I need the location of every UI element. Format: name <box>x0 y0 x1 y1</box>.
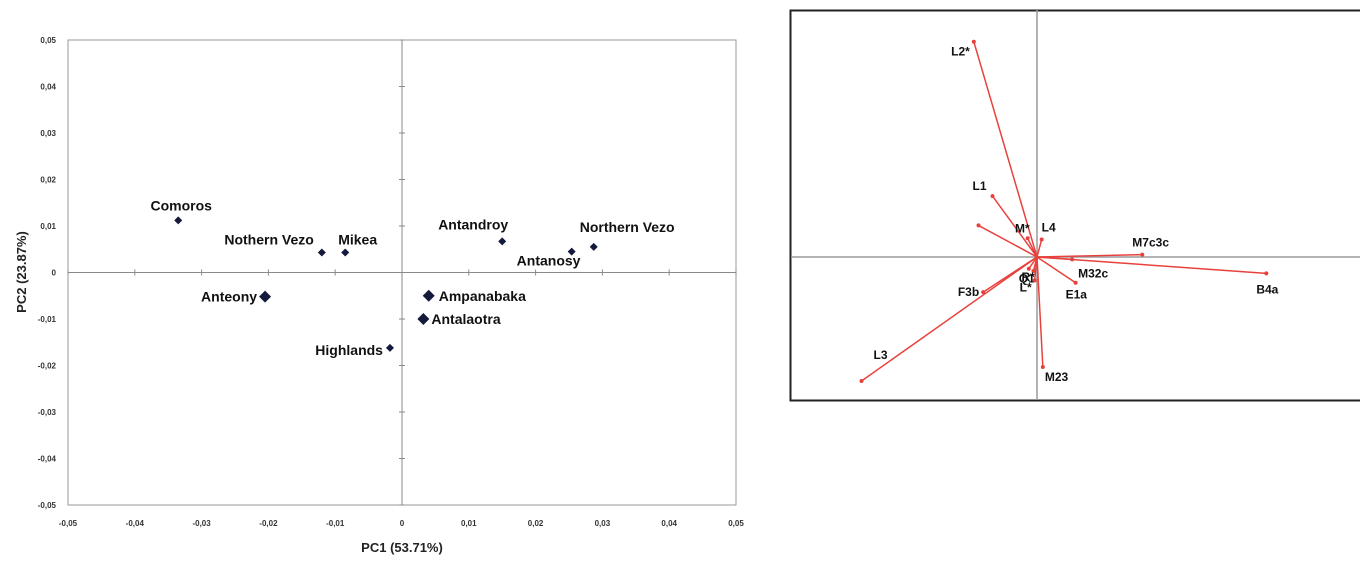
data-point-marker <box>417 313 430 325</box>
x-tick-label: -0,04 <box>126 519 145 528</box>
data-point-label: Antandroy <box>438 216 508 232</box>
vector-label: M23 <box>1045 370 1069 384</box>
data-point-marker <box>567 247 576 256</box>
data-point-label: Antanosy <box>517 253 581 269</box>
biplot-frame <box>789 9 1360 402</box>
loading-vector <box>1036 239 1043 258</box>
loading-vector <box>1028 256 1038 270</box>
data-point-marker <box>498 237 507 246</box>
vector-endpoint <box>1070 257 1075 262</box>
loading-vectors: L2* L1 M* L4 M7c3c B4a M32c E1a Q1R*L* F3b L3 M23 <box>859 39 1279 384</box>
loading-vector <box>1036 253 1143 258</box>
vector-label: F3b <box>958 285 979 299</box>
data-point-label: Nothern Vezo <box>224 232 313 248</box>
data-point-marker <box>422 289 435 302</box>
y-tick-label: -0,01 <box>38 315 57 324</box>
x-tick-label: 0,01 <box>461 519 477 528</box>
loading-vector <box>1036 256 1044 368</box>
y-tick-label: -0,02 <box>38 362 57 371</box>
y-tick-label: -0,03 <box>38 408 57 417</box>
vector-label: Q1 <box>1019 272 1035 286</box>
y-tick-label: -0,04 <box>38 455 57 464</box>
y-tick-label: 0,01 <box>40 222 56 231</box>
y-tick-label: 0,02 <box>40 176 56 185</box>
data-point-marker <box>317 248 326 257</box>
vector-endpoint <box>990 194 995 199</box>
vector-endpoint <box>1040 364 1045 369</box>
y-tick-label: 0,05 <box>40 36 56 45</box>
pca-scatter-chart: -0,05 -0,04 -0,03 -0,02 -0,01 0 0,01 0,02 0,03 0,… <box>14 36 745 555</box>
data-points: Comoros Nothern Vezo Mikea Antandroy Norther… <box>150 197 674 357</box>
vector-endpoint <box>976 223 981 228</box>
x-tick-label: 0 <box>400 519 405 528</box>
loading-vector <box>973 41 1038 258</box>
vector-label: E1a <box>1066 288 1088 302</box>
x-tick-label: 0,05 <box>728 519 744 528</box>
x-tick-label: -0,02 <box>259 519 278 528</box>
vector-endpoint <box>971 39 976 44</box>
data-point-label: Highlands <box>315 342 383 358</box>
vector-label: R* <box>1021 270 1035 284</box>
vector-endpoint <box>1140 252 1145 257</box>
center-axes <box>791 10 1360 400</box>
vector-endpoint <box>1039 237 1044 242</box>
loading-vector <box>1036 256 1267 275</box>
loading-vector <box>978 224 1038 258</box>
vector-endpoint <box>1025 236 1030 241</box>
x-tick-label: -0,03 <box>192 519 211 528</box>
vector-label: L3 <box>873 348 887 362</box>
data-point-marker <box>589 242 598 251</box>
data-point-label: Comoros <box>150 197 212 213</box>
center-axes <box>67 39 737 506</box>
data-point-marker <box>385 343 394 352</box>
vector-label: M* <box>1015 221 1030 235</box>
loading-vector <box>861 256 1038 382</box>
y-tick-label: 0,03 <box>40 129 56 138</box>
x-tick-label: 0,03 <box>595 519 611 528</box>
vector-label: M7c3c <box>1132 236 1169 250</box>
vector-endpoint <box>1031 269 1036 274</box>
data-point-marker <box>341 248 350 257</box>
y-axis-title: PC2 (23.87%) <box>14 231 29 313</box>
loading-vector <box>1036 256 1073 261</box>
x-tick-label: -0,05 <box>59 519 78 528</box>
data-point-marker <box>174 216 183 225</box>
axis-ticks: -0,05 -0,04 -0,03 -0,02 -0,01 0 0,01 0,02 0,03 0,… <box>38 36 745 528</box>
vector-label: M32c <box>1078 266 1108 280</box>
data-point-label: Antalaotra <box>431 311 500 327</box>
y-tick-label: 0 <box>52 269 57 278</box>
x-tick-label: -0,01 <box>326 519 345 528</box>
x-axis-title: PC1 (53.71%) <box>361 540 443 555</box>
vector-label: L4 <box>1042 220 1056 234</box>
y-tick-label: -0,05 <box>38 501 57 510</box>
x-tick-label: 0,02 <box>528 519 544 528</box>
data-point-marker <box>259 290 272 303</box>
vector-label: L1 <box>973 179 987 193</box>
data-point-label: Ampanabaka <box>439 288 526 304</box>
vector-endpoint <box>859 379 864 384</box>
vector-endpoint <box>981 290 986 295</box>
loading-vector <box>1036 256 1077 284</box>
x-tick-label: 0,04 <box>661 519 677 528</box>
biplot-vector-chart: L2* L1 M* L4 M7c3c B4a M32c E1a Q1R*L* F3b L3 M23 <box>789 9 1360 402</box>
loading-vector <box>991 195 1038 258</box>
vector-endpoint <box>1073 280 1078 285</box>
vector-label: L* <box>1020 280 1032 294</box>
vector-endpoint <box>1026 266 1031 271</box>
data-point-label: Anteony <box>201 289 257 305</box>
vector-endpoint <box>1264 271 1269 276</box>
vector-endpoint <box>1032 278 1037 283</box>
y-tick-label: 0,04 <box>40 83 56 92</box>
data-point-label: Mikea <box>338 232 377 248</box>
vector-label: B4a <box>1256 282 1278 296</box>
loading-vector <box>1026 237 1038 258</box>
data-point-label: Northern Vezo <box>580 219 675 235</box>
vector-label: L2* <box>951 45 970 59</box>
